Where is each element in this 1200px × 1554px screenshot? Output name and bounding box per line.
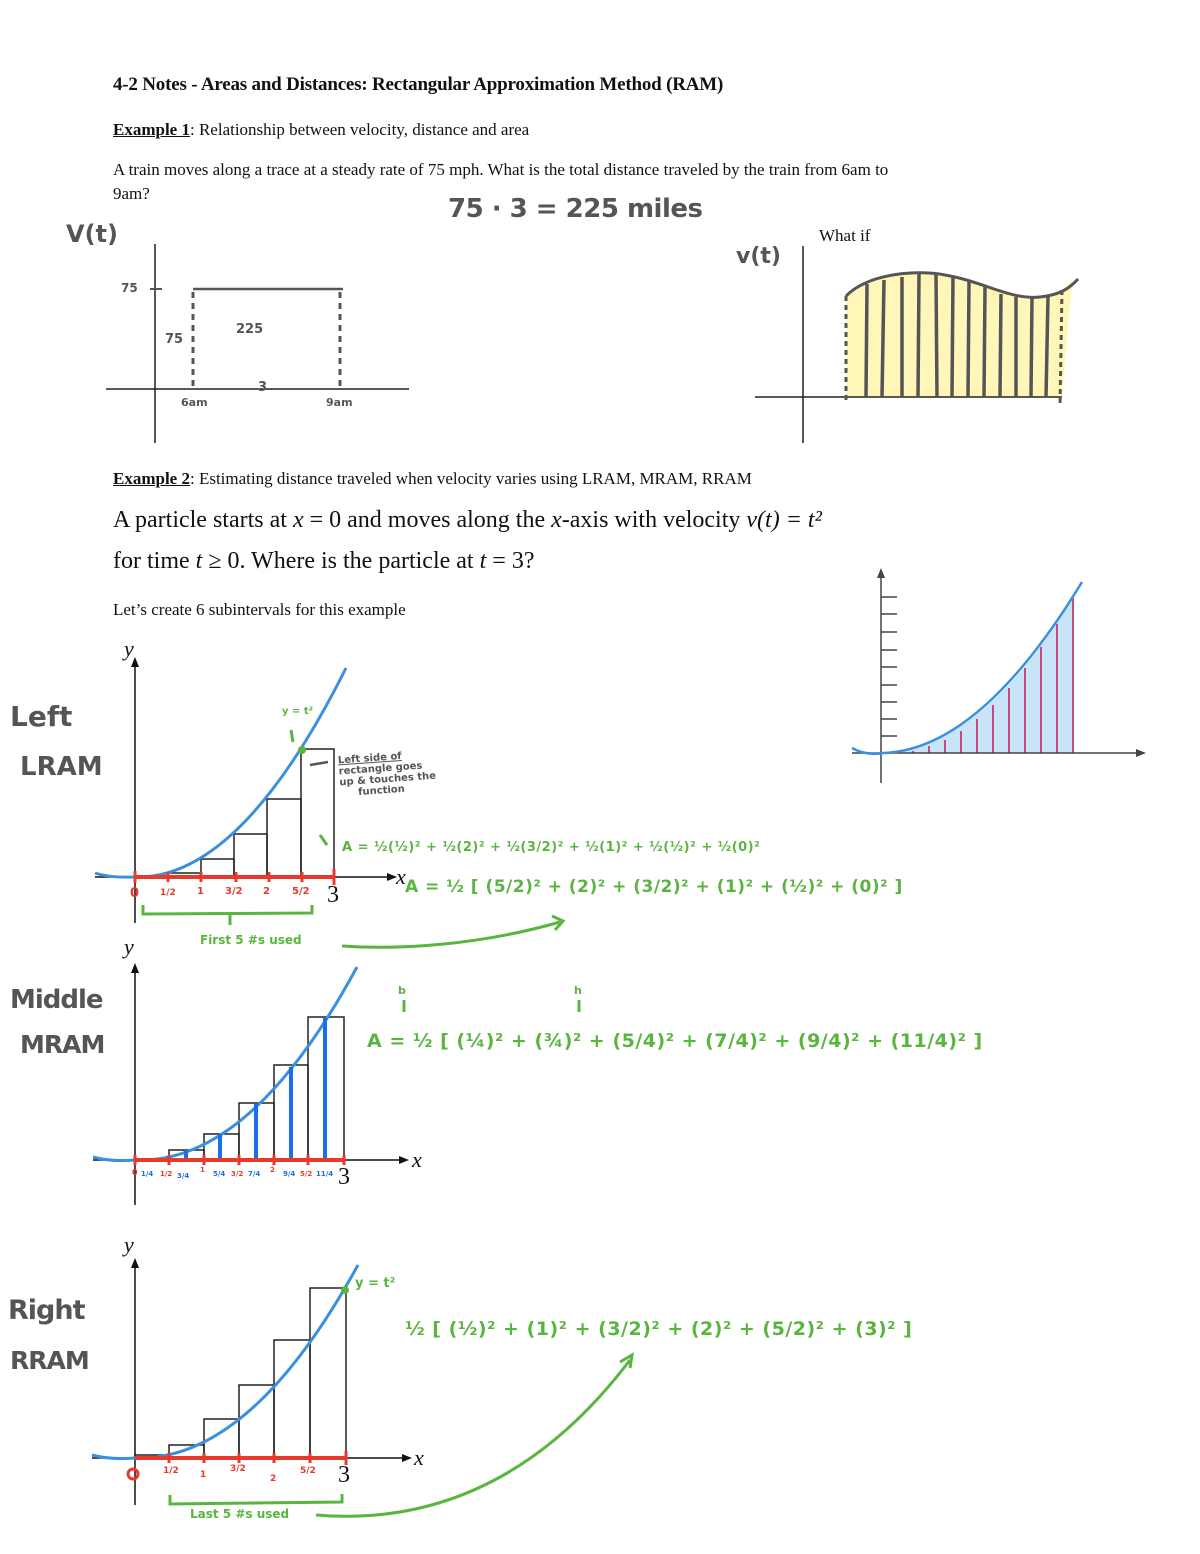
- graph2-caption: What if: [819, 226, 871, 245]
- text: A particle starts at: [113, 507, 293, 533]
- lram-label-lram: LRAM: [20, 752, 103, 782]
- mram-x-axis-label: x: [412, 1147, 422, 1172]
- graph2-y-label: v(t): [736, 244, 781, 269]
- example2-heading: Example 2: Estimating distance traveled …: [113, 469, 752, 489]
- mram-red-tick-0: 0: [132, 1168, 138, 1177]
- lram-tick-2: 2: [263, 886, 270, 897]
- example2-problem-line2: for time t ≥ 0. Where is the particle at…: [113, 548, 534, 575]
- text: for time: [113, 548, 196, 574]
- lram-tick-3-2: 3/2: [225, 886, 243, 897]
- lram-tick-half: 1/2: [160, 888, 176, 898]
- rram-tick-3-2: 3/2: [230, 1464, 246, 1474]
- graph1-width-label: 3: [258, 380, 268, 395]
- graph1-x-end: 9am: [326, 396, 353, 409]
- mram-label-middle: Middle: [10, 985, 104, 1015]
- handwritten-answer: 75 · 3 = 225 miles: [448, 194, 703, 224]
- var-t: t: [195, 548, 203, 574]
- rram-label-right: Right: [8, 1295, 86, 1326]
- var-x: x: [292, 507, 304, 533]
- graph1-y-tick: 75: [121, 281, 138, 295]
- graph1-x-start: 6am: [181, 396, 208, 409]
- mram-red-tick-5-2: 5/2: [300, 1170, 313, 1178]
- rram-y-axis-label: y: [124, 1232, 134, 1257]
- rram-label-rram: RRAM: [10, 1346, 90, 1375]
- rram-bracket-note: Last 5 #s used: [190, 1507, 290, 1521]
- graph1-height-label: 75: [165, 332, 184, 347]
- mram-y-axis-label: y: [124, 934, 134, 959]
- rram-x-end: 3: [338, 1462, 350, 1488]
- mram-red-tick-1: 1: [200, 1166, 205, 1174]
- example1-problem-line1: A train moves along a trace at a steady …: [113, 160, 889, 179]
- rram-tick-half: 1/2: [163, 1466, 179, 1476]
- rram-tick-1: 1: [200, 1470, 207, 1480]
- rram-formula: ½ [ (½)² + (1)² + (3/2)² + (2)² + (5/2)²…: [405, 1318, 913, 1340]
- lram-x-axis-label: x: [396, 864, 406, 889]
- mram-red-tick-3-2: 3/2: [231, 1170, 244, 1178]
- lram-tick-5-2: 5/2: [292, 886, 310, 897]
- rram-curve-note: y = t²: [355, 1276, 396, 1291]
- lram-x-end: 3: [327, 882, 339, 908]
- mram-label-mram: MRAM: [20, 1030, 105, 1059]
- var-x: x: [551, 507, 562, 533]
- var-t: t: [479, 548, 487, 574]
- mram-blue-tick-9-4: 9/4: [283, 1170, 296, 1178]
- text: -axis with velocity: [561, 507, 747, 533]
- graph1-area-label: 225: [236, 322, 264, 337]
- lram-bracket-note: First 5 #s used: [200, 933, 302, 947]
- lram-formula-2: A = ½ [ (5/2)² + (2)² + (3/2)² + (1)² + …: [405, 877, 903, 897]
- text: = 0 and moves along the: [303, 507, 552, 533]
- mram-blue-tick-5-4: 5/4: [213, 1170, 226, 1178]
- example1-heading: Example 1: Relationship between velocity…: [113, 120, 529, 140]
- mram-blue-tick-3-4: 3/4: [177, 1172, 190, 1180]
- subintervals-note: Let’s create 6 subintervals for this exa…: [113, 600, 406, 619]
- mram-b-label: b: [398, 984, 406, 997]
- example1-heading-text: : Relationship between velocity, distanc…: [189, 120, 530, 139]
- mram-red-tick-1-2: 1/2: [160, 1170, 173, 1178]
- example2-label: Example 2: [113, 469, 190, 488]
- mram-h-label: h: [574, 984, 582, 997]
- example2-problem-line1: A particle starts at x = 0 and moves alo…: [113, 507, 822, 534]
- example1-problem-line2: 9am?: [113, 184, 150, 203]
- lram-y-axis-label: y: [124, 636, 134, 661]
- velocity-function: v(t) = t²: [746, 507, 822, 533]
- lram-tick-1: 1: [197, 886, 204, 897]
- rram-tick-5-2: 5/2: [300, 1466, 316, 1476]
- mram-blue-tick-7-4: 7/4: [248, 1170, 261, 1178]
- mram-red-tick-2: 2: [270, 1166, 275, 1174]
- text: = 3?: [486, 548, 535, 574]
- example2-heading-text: : Estimating distance traveled when velo…: [189, 469, 752, 488]
- mram-x-end: 3: [338, 1164, 350, 1190]
- text: ≥ 0. Where is the particle at: [202, 548, 480, 574]
- lram-curve-note: y = t²: [282, 706, 314, 717]
- rram-x-axis-label: x: [414, 1445, 424, 1470]
- lram-formula-1: A = ½(½)² + ½(2)² + ½(3/2)² + ½(1)² + ½(…: [342, 840, 761, 855]
- mram-blue-tick-1-4: 1/4: [141, 1170, 154, 1178]
- page-title: 4-2 Notes - Areas and Distances: Rectang…: [113, 74, 724, 95]
- graph1-y-label: V(t): [66, 220, 118, 248]
- lram-label-left: Left: [10, 700, 73, 733]
- example1-label: Example 1: [113, 120, 190, 139]
- lram-tick-0: 0: [130, 886, 140, 901]
- mram-formula: A = ½ [ (¼)² + (¾)² + (5/4)² + (7/4)² + …: [367, 1030, 983, 1052]
- mram-blue-tick-11-4: 11/4: [316, 1170, 334, 1178]
- rram-tick-2: 2: [270, 1474, 277, 1484]
